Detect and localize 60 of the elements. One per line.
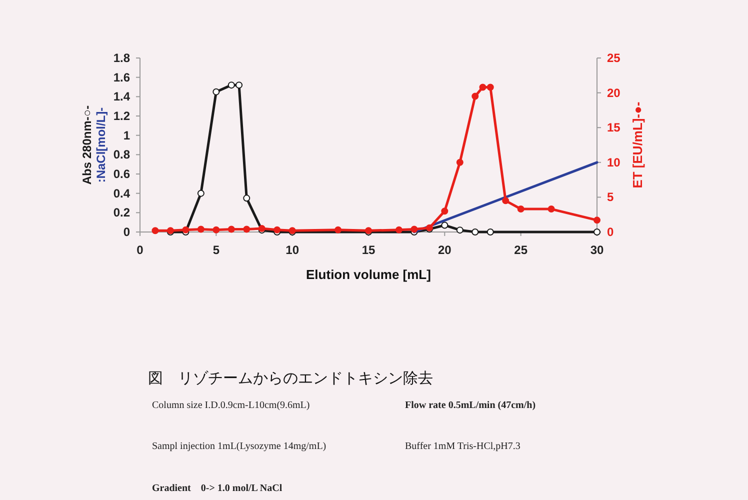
- text: Sampl injection 1mL(Lysozyme 14mg/mL): [152, 441, 326, 452]
- point: [274, 226, 281, 234]
- y2-tick-label: 15: [607, 120, 621, 135]
- point: [456, 158, 464, 166]
- point: [395, 226, 402, 234]
- point: [548, 206, 555, 213]
- point: [152, 227, 159, 234]
- y2-tick-label: 10: [607, 155, 621, 170]
- y-tick-label: 1.8: [113, 51, 130, 65]
- point: [243, 226, 250, 233]
- point: [334, 226, 342, 234]
- x-axis-title: Elution volume [mL]: [306, 267, 431, 282]
- point: [479, 84, 486, 91]
- y-tick-label: 1.2: [113, 109, 130, 123]
- point: [502, 197, 510, 204]
- y2-axis-title: ET [EU/mL]-●-: [630, 102, 645, 188]
- point: [212, 88, 220, 96]
- point: [517, 206, 524, 213]
- y2-tick-label: 20: [607, 86, 621, 100]
- y-tick-label: 0.4: [113, 186, 130, 200]
- text: Buffer 1mM Tris-HCl,pH7.3: [405, 441, 520, 452]
- y-tick-label: 0: [123, 225, 130, 239]
- y2-tick-label: 5: [607, 190, 614, 204]
- text: Column size I.D.0.9cm-L10cm(9.6mL): [152, 400, 310, 411]
- y-tick-label: 0.2: [113, 206, 130, 220]
- x-tick-label: 25: [514, 243, 528, 257]
- y-tick-label: 1.4: [113, 90, 130, 104]
- x-tick-label: 0: [136, 243, 144, 257]
- point: [228, 226, 235, 233]
- point: [456, 226, 464, 234]
- point: [212, 226, 220, 234]
- point: [441, 208, 448, 215]
- y2-tick-label: 0: [607, 225, 614, 239]
- y-tick-label: 0.8: [113, 148, 130, 162]
- y-tick-label: 0.6: [113, 167, 130, 181]
- point: [197, 190, 204, 197]
- point: [441, 222, 448, 229]
- text: Gradient 0-> 1.0 mol/L NaCl: [152, 483, 282, 494]
- point: [182, 226, 190, 234]
- point: [472, 228, 479, 236]
- point: [410, 226, 418, 233]
- x-tick-label: 30: [590, 243, 604, 257]
- x-tick-label: 20: [438, 243, 452, 257]
- point: [243, 194, 250, 202]
- point: [236, 82, 243, 89]
- y2-tick-label: 25: [607, 51, 621, 65]
- x-tick-label: 15: [362, 243, 376, 257]
- point: [594, 216, 600, 224]
- y-tick-label: 1: [123, 128, 130, 142]
- x-tick-label: 5: [212, 243, 220, 257]
- text: Flow rate 0.5mL/min (47cm/h): [405, 400, 536, 411]
- point: [486, 84, 494, 91]
- point: [486, 228, 494, 236]
- point: [472, 92, 479, 100]
- point: [197, 226, 204, 233]
- y-tick-label: 1.6: [113, 70, 130, 84]
- point: [228, 82, 235, 89]
- y-axis-title: Abs 280nm-○- :NaCl[mol/L]-: [80, 105, 108, 185]
- x-tick-label: 10: [286, 243, 300, 257]
- text: 図 リゾチームからのエンドトキシン除去: [148, 370, 433, 387]
